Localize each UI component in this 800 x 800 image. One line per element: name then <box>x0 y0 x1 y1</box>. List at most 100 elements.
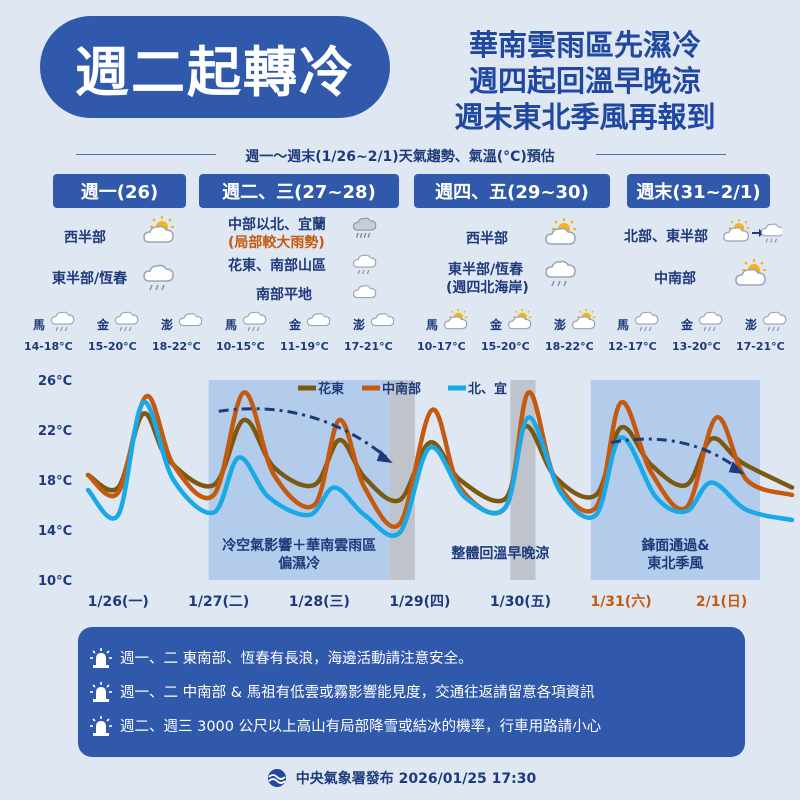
footer-text: 中央氣象署發布 2026/01/25 17:30 <box>295 771 537 787</box>
island-label: 馬 <box>617 318 630 332</box>
period-header-weekend: 週末(31~2/1) <box>627 174 770 208</box>
region-label: 東半部/恆春 <box>52 271 128 287</box>
island-temp-range: 14-18°C <box>24 340 73 353</box>
forecast-subtitle: 週一～週末(1/26~2/1)天氣趨勢、氣溫(°C)預估 <box>245 149 555 165</box>
rain-cloud-icon <box>544 256 578 290</box>
partly-cloudy-sun-icon <box>544 217 578 251</box>
island-temp-range: 18-22°C <box>545 340 594 353</box>
period-header-mon: 週一(26) <box>53 174 186 208</box>
rain-cloud-icon <box>762 308 788 334</box>
region-label: 西半部 <box>64 230 106 246</box>
rain-cloud-icon <box>50 308 76 334</box>
y-tick-label: 18°C <box>38 474 72 489</box>
divider-right <box>596 154 726 155</box>
y-tick-label: 26°C <box>38 374 72 389</box>
trend-arrow-head <box>728 461 745 475</box>
y-tick-label: 14°C <box>38 524 72 539</box>
island-temp-range: 17-21°C <box>736 340 785 353</box>
region-label: 東半部/恆春 <box>448 262 524 278</box>
region-label: 中部以北、宜蘭 <box>228 217 326 233</box>
headline-badge: 週二起轉冷 <box>40 16 390 118</box>
rain-cloud-icon <box>352 251 378 277</box>
island-temp-range: 17-21°C <box>344 340 393 353</box>
rain-cloud-icon <box>142 260 176 294</box>
island-temp-range: 15-20°C <box>88 340 137 353</box>
island-temp-range: 12-17°C <box>608 340 657 353</box>
island-temp-range: 18-22°C <box>152 340 201 353</box>
cloud-icon <box>352 280 378 306</box>
partly-cloudy-sun-icon <box>734 258 768 292</box>
region-label: 花東、南部山區 <box>228 258 326 274</box>
island-label: 馬 <box>426 318 439 332</box>
headline-line-2: 週四起回溫早晚涼 <box>468 64 701 98</box>
warning-light-icon <box>90 715 112 736</box>
island-temp-range: 10-17°C <box>417 340 466 353</box>
cwa-logo-icon <box>267 769 286 787</box>
island-label: 金 <box>490 318 503 332</box>
rain-cloud-icon <box>698 308 724 334</box>
warning-light-icon <box>90 647 112 668</box>
period-annotation: 偏濕冷 <box>278 555 320 572</box>
legend-entry: 中南部 <box>382 381 421 397</box>
warning-light-icon <box>90 681 112 702</box>
legend-entry: 北、宜 <box>468 381 507 397</box>
advisory-item: 週二、週三 3000 公尺以上高山有局部降雪或結冰的機率，行車用路請小心 <box>90 715 601 736</box>
region-note: (局部較大雨勢) <box>228 235 325 251</box>
region-label: 南部平地 <box>256 287 312 303</box>
period-annotation: 整體回溫早晚涼 <box>450 545 549 562</box>
advisory-text: 週二、週三 3000 公尺以上高山有局部降雪或結冰的機率，行車用路請小心 <box>120 719 602 735</box>
island-label: 澎 <box>353 318 366 332</box>
island-label: 金 <box>289 318 302 332</box>
rain-cloud-icon <box>634 308 660 334</box>
cloud-icon <box>370 308 396 334</box>
issuer-footer: 中央氣象署發布 2026/01/25 17:30 <box>0 768 800 788</box>
cloud-icon <box>178 308 204 334</box>
partly-cloudy-sun-icon <box>142 215 176 249</box>
shaded-period <box>590 380 760 580</box>
period-annotation: 鋒面通過& <box>640 537 709 554</box>
x-tick-label: 1/29(四) <box>389 594 450 610</box>
advisory-item: 週一、二 中南部 & 馬祖有低雲或霧影響能見度，交通往返請留意各項資訊 <box>90 681 595 702</box>
partly-cloudy-sun-icon <box>571 308 597 334</box>
cloud-icon <box>306 308 332 334</box>
x-tick-label: 1/30(五) <box>490 594 551 610</box>
advisory-item: 週一、二 東南部、恆春有長浪，海邊活動請注意安全。 <box>90 647 473 668</box>
island-label: 澎 <box>161 318 174 332</box>
period-header-thu-fri: 週四、五(29~30) <box>414 174 610 208</box>
divider-left <box>76 154 216 155</box>
heavy-rain-cloud-icon <box>352 214 378 240</box>
series-line-0 <box>85 411 795 504</box>
partly-cloudy-sun-icon <box>507 308 533 334</box>
partly-cloudy-sun-icon <box>443 308 469 334</box>
headline-line-3: 週末東北季風再報到 <box>454 100 716 134</box>
trend-arrow-head <box>376 450 393 463</box>
island-temp-range: 15-20°C <box>481 340 530 353</box>
x-tick-label: 1/26(一) <box>88 594 149 610</box>
series-line-1 <box>85 390 795 529</box>
rain-cloud-icon <box>242 308 268 334</box>
period-annotation: 東北季風 <box>647 555 703 572</box>
island-label: 澎 <box>554 318 567 332</box>
region-label: 西半部 <box>466 231 508 247</box>
region-label: 北部、東半部 <box>624 229 708 245</box>
series-line-2 <box>85 400 795 538</box>
headline-line-1: 華南雲雨區先濕冷 <box>468 28 701 62</box>
island-label: 馬 <box>225 318 238 332</box>
island-label: 澎 <box>745 318 758 332</box>
y-tick-label: 22°C <box>38 424 72 439</box>
island-label: 金 <box>681 318 694 332</box>
island-temp-range: 10-15°C <box>216 340 265 353</box>
region-label: 中南部 <box>654 271 696 287</box>
rain-cloud-icon <box>114 308 140 334</box>
advisory-text: 週一、二 東南部、恆春有長浪，海邊活動請注意安全。 <box>120 651 473 667</box>
trend-arrow <box>610 437 743 473</box>
legend-entry: 花東 <box>318 381 344 397</box>
advisory-text: 週一、二 中南部 & 馬祖有低雲或霧影響能見度，交通往返請留意各項資訊 <box>120 685 595 701</box>
x-tick-label: 1/28(三) <box>289 594 350 610</box>
x-tick-label: 1/31(六) <box>590 593 651 610</box>
x-tick-label: 1/27(二) <box>188 594 249 610</box>
sun-to-rain-cloud-icon <box>722 218 782 248</box>
x-tick-label: 2/1(日) <box>696 594 747 610</box>
period-header-tue-wed: 週二、三(27~28) <box>199 174 399 208</box>
